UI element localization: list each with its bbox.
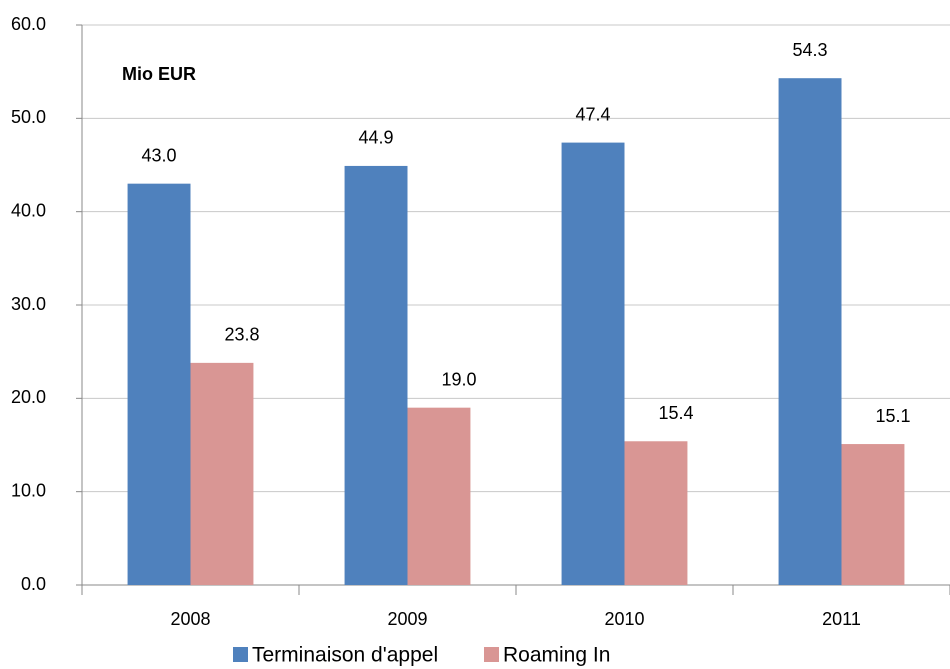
value-label: 23.8	[224, 325, 259, 345]
bar	[344, 165, 408, 585]
value-label: 47.4	[576, 104, 611, 124]
x-tick-label: 2011	[822, 609, 861, 629]
legend-label: Roaming In	[503, 644, 610, 667]
value-label: 43.0	[142, 145, 177, 165]
value-label: 54.3	[793, 40, 828, 60]
annotation: Mio EUR	[122, 64, 196, 84]
legend-label: Terminaison d'appel	[252, 644, 438, 667]
legend-swatch	[484, 647, 499, 662]
bar	[841, 444, 905, 585]
x-tick-label: 2009	[387, 609, 427, 629]
bar	[624, 441, 688, 585]
x-tick-label: 2010	[604, 609, 644, 629]
y-tick-label: 50.0	[11, 107, 46, 127]
bar	[190, 362, 254, 585]
y-tick-label: 60.0	[11, 14, 46, 34]
y-tick-label: 20.0	[11, 387, 46, 407]
y-tick-label: 30.0	[11, 294, 46, 314]
value-label: 19.0	[441, 369, 476, 389]
legend-swatch	[233, 647, 248, 662]
value-label: 15.1	[875, 406, 910, 426]
x-tick-label: 2008	[170, 609, 210, 629]
bar	[407, 407, 471, 585]
value-label: 15.4	[658, 403, 693, 423]
bar	[778, 78, 842, 585]
bar	[127, 183, 191, 585]
bar	[561, 142, 625, 585]
y-tick-label: 10.0	[11, 480, 46, 500]
y-tick-label: 0.0	[21, 574, 46, 594]
value-label: 44.9	[359, 128, 394, 148]
y-tick-label: 40.0	[11, 200, 46, 220]
